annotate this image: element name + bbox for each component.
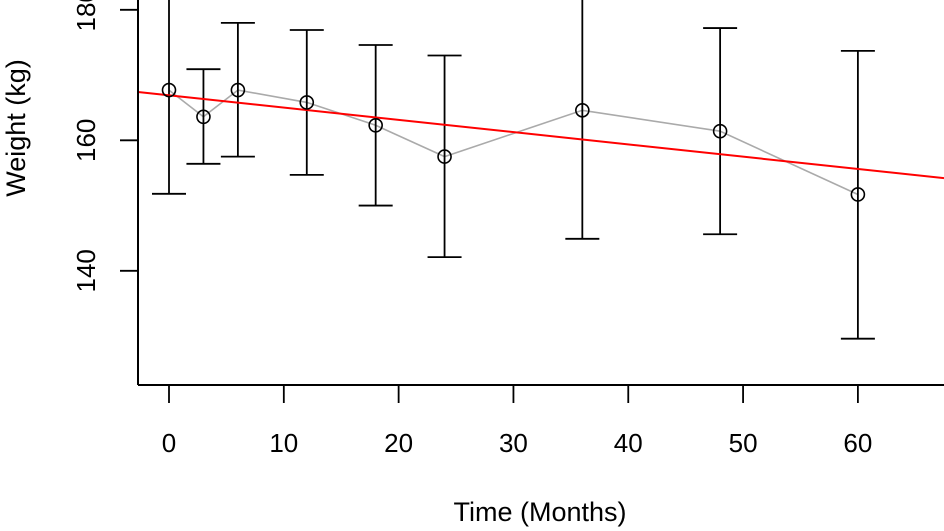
error-bar [289, 29, 324, 176]
labels: Time (Months) Weight (kg) [1, 59, 627, 527]
y-axis-label: Weight (kg) [1, 59, 31, 197]
data-point [230, 82, 246, 98]
error-bar [152, 0, 186, 195]
y-tick-label: 160 [71, 119, 101, 162]
x-tick-label: 10 [269, 428, 298, 458]
error-bar [186, 68, 221, 165]
data-point [712, 123, 728, 139]
error-bar [427, 54, 462, 259]
y-tick-label: 180 [71, 0, 101, 31]
error-bar [703, 27, 738, 236]
x-tick-label: 60 [843, 428, 872, 458]
trend-line [137, 91, 944, 180]
y-tick-label: 140 [71, 249, 101, 292]
data-point [196, 109, 211, 125]
data-point [368, 117, 383, 133]
data-point [299, 95, 315, 110]
error-bar [220, 21, 255, 158]
data-point [850, 187, 866, 202]
plot-content [137, 0, 944, 340]
data-point [575, 102, 590, 118]
error-bar [358, 44, 393, 207]
data-point [437, 149, 452, 164]
x-tick-label: 50 [729, 428, 758, 458]
error-bar [565, 0, 600, 240]
data-point [161, 82, 177, 98]
x-tick-label: 40 [614, 428, 643, 458]
x-tick-label: 0 [162, 428, 176, 458]
x-tick-label: 30 [499, 428, 528, 458]
x-axis-label: Time (Months) [453, 497, 626, 527]
error-bar [840, 49, 875, 340]
axes: 0 10 20 30 40 50 60 140 160 180 [71, 0, 944, 458]
x-tick-label: 20 [384, 428, 413, 458]
